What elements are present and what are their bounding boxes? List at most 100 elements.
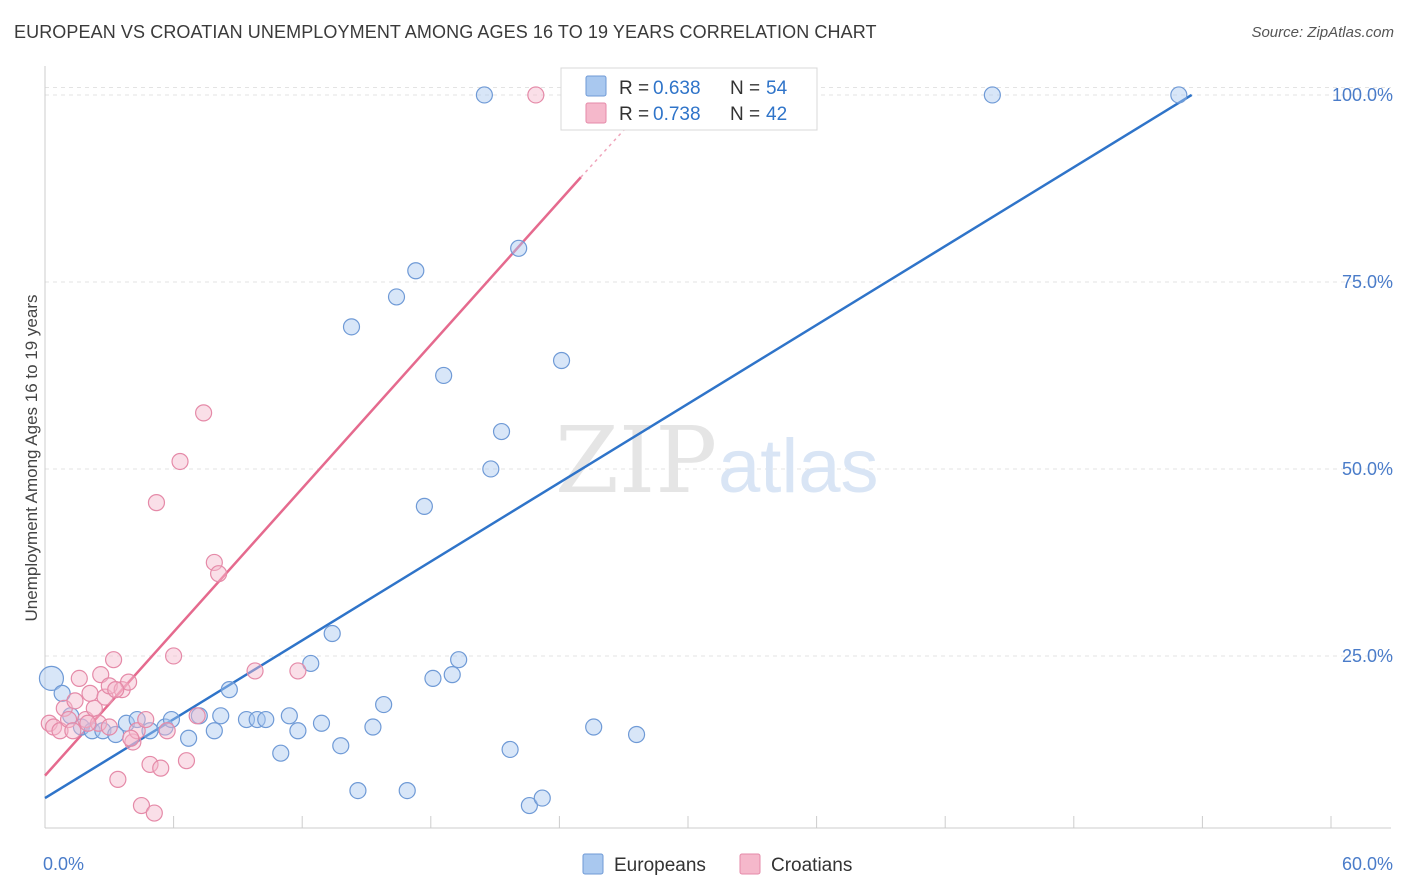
point-europeans xyxy=(520,796,538,815)
stats-r-value-europeans: 0.638 xyxy=(653,78,701,99)
point-europeans xyxy=(387,288,406,306)
point-europeans xyxy=(180,729,198,747)
tick-labels: 25.0% 50.0% 75.0% 100.0% 0.0% 60.0% xyxy=(43,85,1393,874)
point-europeans xyxy=(38,665,65,692)
point-europeans xyxy=(205,722,223,740)
stats-swatch-croatians xyxy=(585,102,607,124)
point-europeans xyxy=(983,86,1001,104)
point-europeans xyxy=(375,695,393,714)
point-europeans xyxy=(585,718,603,736)
point-croatians xyxy=(100,718,118,736)
point-europeans xyxy=(257,710,275,729)
legend-swatch-europeans xyxy=(582,853,604,875)
point-europeans xyxy=(302,654,320,673)
point-europeans xyxy=(482,460,500,478)
point-europeans xyxy=(312,714,331,732)
stats-n-label-croatians: N = xyxy=(730,104,760,125)
point-europeans xyxy=(220,681,238,699)
point-croatians xyxy=(152,759,170,777)
point-europeans xyxy=(533,789,551,807)
watermark-zip: ZIP xyxy=(555,407,717,514)
legend-label-europeans: Europeans xyxy=(614,855,706,876)
point-europeans xyxy=(435,366,453,385)
gridlines xyxy=(45,86,1391,657)
watermark-atlas: atlas xyxy=(718,424,879,509)
stats-n-value-croatians: 42 xyxy=(766,104,787,125)
x-tick-label-0: 0.0% xyxy=(43,854,84,874)
legend-swatch-croatians xyxy=(739,853,761,875)
x-tick-label-1: 60.0% xyxy=(1342,854,1393,874)
point-croatians xyxy=(122,729,140,747)
point-europeans xyxy=(212,707,230,725)
point-croatians xyxy=(188,707,206,725)
point-europeans xyxy=(289,722,307,740)
point-croatians xyxy=(527,86,545,104)
axes xyxy=(44,66,1391,829)
point-europeans xyxy=(627,725,646,744)
stats-swatch-europeans xyxy=(585,75,607,97)
point-croatians xyxy=(158,722,176,740)
point-croatians xyxy=(171,452,189,471)
source-label: Source: ZipAtlas.com xyxy=(1251,24,1394,41)
point-europeans xyxy=(280,707,298,725)
point-croatians xyxy=(79,714,97,732)
point-croatians xyxy=(104,651,123,669)
stats-r-value-croatians: 0.738 xyxy=(653,104,701,125)
point-europeans xyxy=(1170,86,1188,104)
point-croatians xyxy=(132,796,151,815)
y-tick-label-75: 75.0% xyxy=(1342,272,1393,292)
watermark: ZIP atlas xyxy=(555,407,879,514)
point-croatians xyxy=(137,710,155,729)
point-europeans xyxy=(407,262,425,280)
point-croatians xyxy=(109,770,127,788)
point-europeans xyxy=(492,422,511,441)
point-croatians xyxy=(165,647,183,665)
stats-r-label-europeans: R = xyxy=(619,78,649,99)
point-europeans xyxy=(53,684,71,702)
point-croatians xyxy=(59,710,78,729)
point-europeans xyxy=(415,497,433,515)
point-croatians xyxy=(64,722,82,740)
trendline-europeans xyxy=(44,93,1193,800)
point-croatians xyxy=(141,755,159,774)
point-croatians xyxy=(70,669,88,688)
point-croatians xyxy=(147,494,166,512)
y-tick-label-25: 25.0% xyxy=(1342,646,1393,666)
y-tick-label-50: 50.0% xyxy=(1342,459,1393,479)
stats-legend: R = 0.638 N = 54 R = 0.738 N = 42 xyxy=(560,67,818,131)
point-europeans xyxy=(552,351,571,370)
point-europeans xyxy=(510,239,528,257)
chart-title: EUROPEAN VS CROATIAN UNEMPLOYMENT AMONG … xyxy=(14,22,877,42)
y-tick-label-100: 100.0% xyxy=(1332,85,1393,105)
point-europeans xyxy=(349,781,367,800)
point-croatians xyxy=(210,565,228,583)
point-croatians xyxy=(289,662,307,680)
y-axis-title: Unemployment Among Ages 16 to 19 years xyxy=(22,295,41,622)
point-croatians xyxy=(107,681,125,699)
point-europeans xyxy=(162,710,181,729)
point-europeans xyxy=(450,651,468,669)
point-europeans xyxy=(272,744,290,762)
point-croatians xyxy=(66,692,84,710)
data-points xyxy=(38,86,1188,822)
point-europeans xyxy=(443,666,461,684)
series-legend: Europeans Croatians xyxy=(582,853,852,876)
point-croatians xyxy=(246,662,264,680)
point-croatians xyxy=(119,673,138,691)
stats-r-label-croatians: R = xyxy=(619,104,649,125)
point-europeans xyxy=(501,740,519,759)
stats-n-value-europeans: 54 xyxy=(766,78,788,99)
point-croatians xyxy=(145,804,163,822)
point-europeans xyxy=(424,669,442,688)
point-europeans xyxy=(342,318,361,336)
point-croatians xyxy=(81,684,99,702)
point-europeans xyxy=(475,86,493,104)
point-croatians xyxy=(177,752,196,770)
point-europeans xyxy=(364,718,382,736)
point-europeans xyxy=(323,624,341,643)
legend-label-croatians: Croatians xyxy=(771,855,852,876)
point-croatians xyxy=(195,404,213,422)
point-europeans xyxy=(332,737,350,755)
stats-n-label-europeans: N = xyxy=(730,78,760,99)
